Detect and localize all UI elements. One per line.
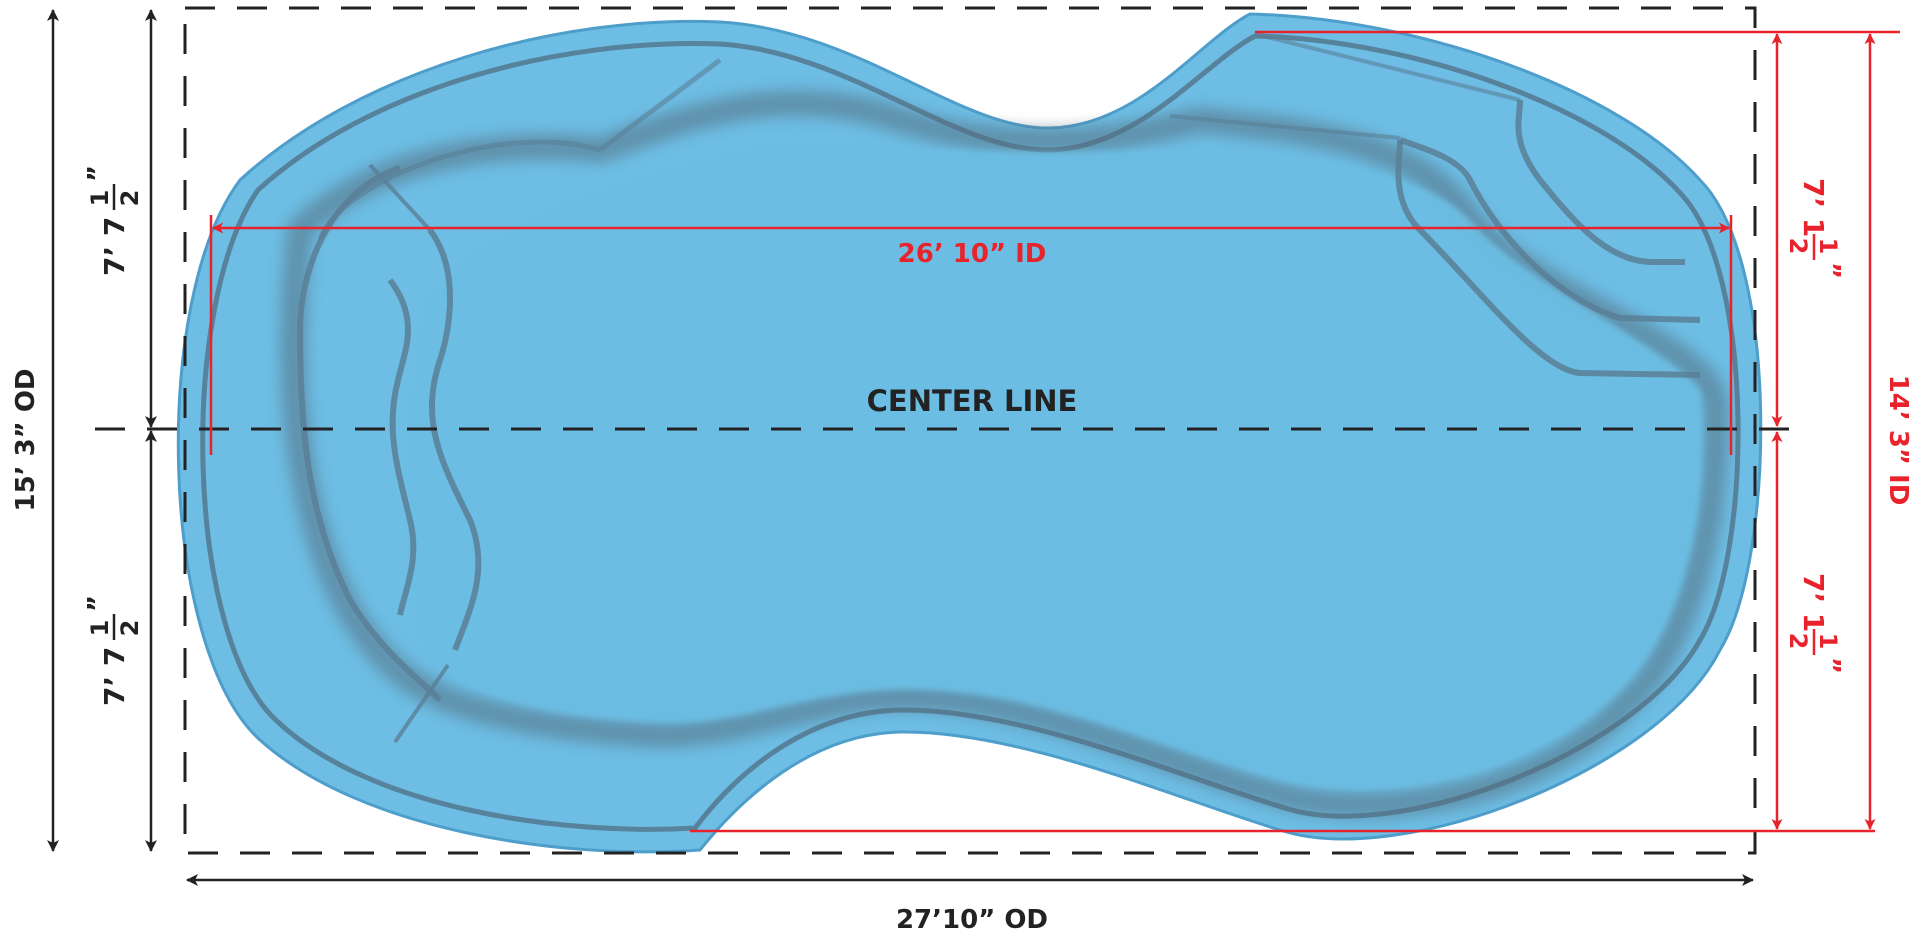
right-dimensions: 14’ 3” ID 7’ 1 1 2 ” 7’ 1 1 2 ” xyxy=(690,30,1913,833)
left-step-middle xyxy=(427,228,482,652)
right-lower-numerator: 1 xyxy=(1814,633,1842,650)
left-lower-unit: ” xyxy=(83,595,113,612)
outer-width-dimension: 15’ 3” OD xyxy=(11,8,59,852)
right-upper-numerator: 1 xyxy=(1814,238,1842,255)
left-bench-line-top xyxy=(368,163,432,232)
left-upper-unit: ” xyxy=(83,165,113,182)
center-line-label: CENTER LINE xyxy=(867,384,1078,418)
right-upper-label: 7’ 1 1 2 ” xyxy=(1784,178,1845,279)
left-half-width-dimensions: 7’ 7 1 2 ” 7’ 7 1 2 ” xyxy=(83,8,157,852)
left-bench-line-bottom xyxy=(393,663,450,744)
right-lower-label: 7’ 1 1 2 ” xyxy=(1784,573,1845,674)
left-upper-numerator: 1 xyxy=(86,190,114,207)
outer-dashed-boundary xyxy=(183,6,1757,855)
right-lower-denominator: 2 xyxy=(1784,633,1812,650)
outer-width-label: 15’ 3” OD xyxy=(11,368,41,511)
inner-width-label: 14’ 3” ID xyxy=(1883,375,1913,506)
left-upper-whole: 7’ 7 xyxy=(98,217,131,276)
left-bench-ledge xyxy=(317,58,722,241)
right-step-middle xyxy=(1399,137,1701,323)
outer-length-dimension: 27’10” OD xyxy=(186,874,1754,935)
outer-length-label: 27’10” OD xyxy=(896,905,1048,935)
left-lower-denominator: 2 xyxy=(116,620,144,637)
pool-inner-shadow xyxy=(280,90,1729,818)
right-upper-whole: 7’ 1 xyxy=(1797,178,1830,237)
right-step-inner xyxy=(1515,99,1685,265)
right-bench-ledge xyxy=(1169,32,1521,140)
right-upper-unit: ” xyxy=(1815,262,1845,279)
right-step-outer xyxy=(1395,139,1701,378)
inner-length-label: 26’ 10” ID xyxy=(898,239,1047,269)
left-upper-denominator: 2 xyxy=(116,190,144,207)
left-upper-label: 7’ 7 1 2 ” xyxy=(83,165,144,276)
pool-floor xyxy=(411,147,1702,790)
left-step-inner xyxy=(387,278,417,616)
inner-length-dimension: 26’ 10” ID xyxy=(209,215,1733,455)
pool-shape xyxy=(176,12,1763,854)
right-upper-denominator: 2 xyxy=(1784,238,1812,255)
right-lower-whole: 7’ 1 xyxy=(1797,573,1830,632)
left-lower-label: 7’ 7 1 2 ” xyxy=(83,595,144,706)
left-lower-numerator: 1 xyxy=(86,620,114,637)
right-lower-unit: ” xyxy=(1815,657,1845,674)
left-lower-whole: 7’ 7 xyxy=(98,647,131,706)
